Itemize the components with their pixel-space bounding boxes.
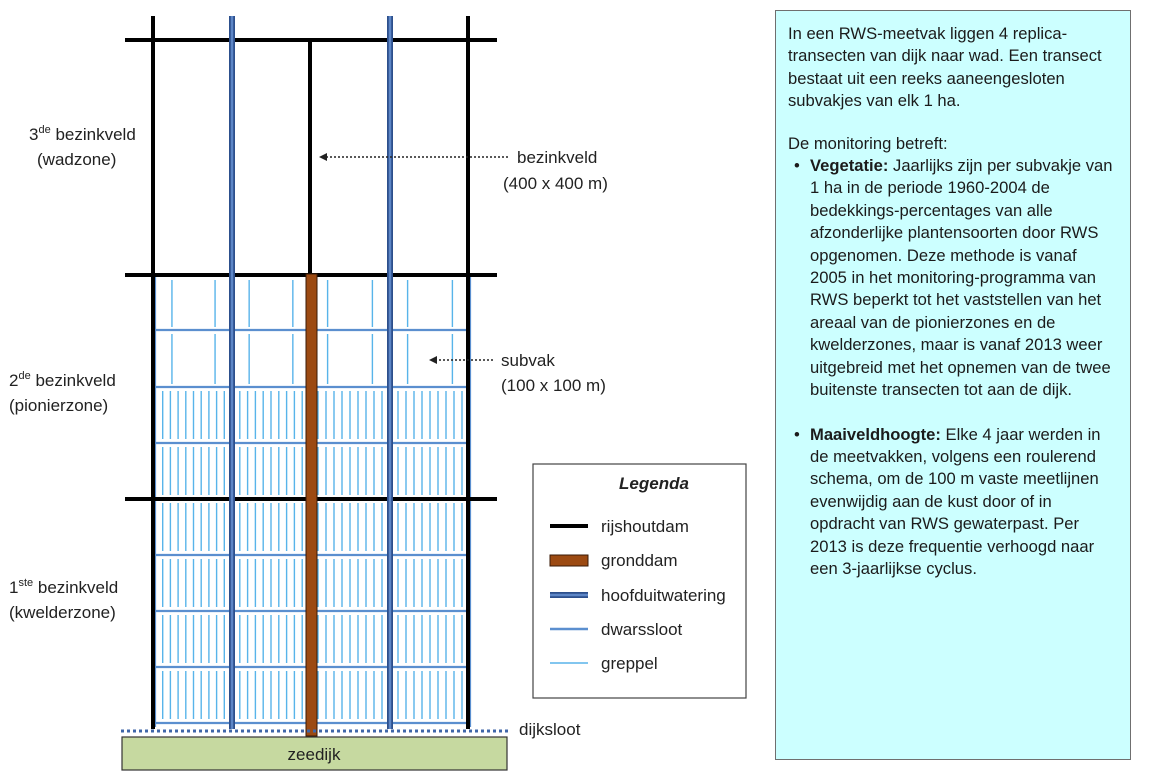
subvak-callout-dimension: (100 x 100 m) <box>501 376 606 395</box>
dijksloot-label: dijksloot <box>519 720 581 739</box>
greppel-lines <box>161 280 463 719</box>
list-item-maaiveldhoogte: Maaiveldhoogte: Elke 4 jaar werden in de… <box>794 424 1118 581</box>
legend-item-greppel: greppel <box>550 654 658 673</box>
bullet-text: Elke 4 jaar werden in de meetvakken, vol… <box>810 424 1101 578</box>
svg-text:(pionierzone): (pionierzone) <box>9 396 108 415</box>
info-panel: In een RWS-meetvak liggen 4 replica-tran… <box>775 10 1131 760</box>
svg-text:gronddam: gronddam <box>601 551 678 570</box>
bullet-title: Maaiveldhoogte: <box>810 424 941 444</box>
legend-item-dwarssloot: dwarssloot <box>550 620 683 639</box>
monitoring-list: Vegetatie: Jaarlijks zijn per subvakje v… <box>788 155 1118 580</box>
legend: Legenda rijshoutdam gronddam hoofduitwat… <box>532 463 747 699</box>
legend-item-rijshoutdam: rijshoutdam <box>550 517 689 536</box>
bezinkveld-callout-label: bezinkveld <box>517 148 597 167</box>
info-intro: In een RWS-meetvak liggen 4 replica-tran… <box>788 24 1102 111</box>
zone-label-3: 3de bezinkveld (wadzone) <box>29 124 136 169</box>
zone-label-1: 1ste bezinkveld (kwelderzone) <box>9 577 118 622</box>
svg-text:2de bezinkveld: 2de bezinkveld <box>9 370 116 390</box>
zeedijk <box>121 736 508 771</box>
subvak-callout-label: subvak <box>501 351 555 370</box>
rijshoutdam-lines <box>125 16 497 729</box>
hoofduitwatering-lines <box>229 16 393 729</box>
legend-item-hoofduitwatering: hoofduitwatering <box>550 586 726 605</box>
zeedijk-label: zeedijk <box>288 745 341 764</box>
monitoring-heading: De monitoring betreft: <box>788 133 948 153</box>
legend-title: Legenda <box>619 474 689 493</box>
gronddam <box>305 273 318 737</box>
bullet-title: Vegetatie: <box>810 156 889 176</box>
svg-text:(wadzone): (wadzone) <box>37 150 116 169</box>
svg-text:3de bezinkveld: 3de bezinkveld <box>29 124 136 144</box>
svg-text:dwarssloot: dwarssloot <box>601 620 683 639</box>
svg-text:1ste bezinkveld: 1ste bezinkveld <box>9 577 118 597</box>
diagram: zeedijk 3de bezinkveld (wadzone) 2de bez… <box>9 16 747 771</box>
svg-text:rijshoutdam: rijshoutdam <box>601 517 689 536</box>
svg-text:(kwelderzone): (kwelderzone) <box>9 603 116 622</box>
list-item-vegetatie: Vegetatie: Jaarlijks zijn per subvakje v… <box>794 155 1118 401</box>
bezinkveld-callout-dimension: (400 x 400 m) <box>503 174 608 193</box>
zone-label-2: 2de bezinkveld (pionierzone) <box>9 370 116 415</box>
legend-item-gronddam: gronddam <box>549 551 678 570</box>
bullet-text: Jaarlijks zijn per subvakje van 1 ha in … <box>810 156 1113 400</box>
svg-text:greppel: greppel <box>601 654 658 673</box>
svg-text:hoofduitwatering: hoofduitwatering <box>601 586 726 605</box>
